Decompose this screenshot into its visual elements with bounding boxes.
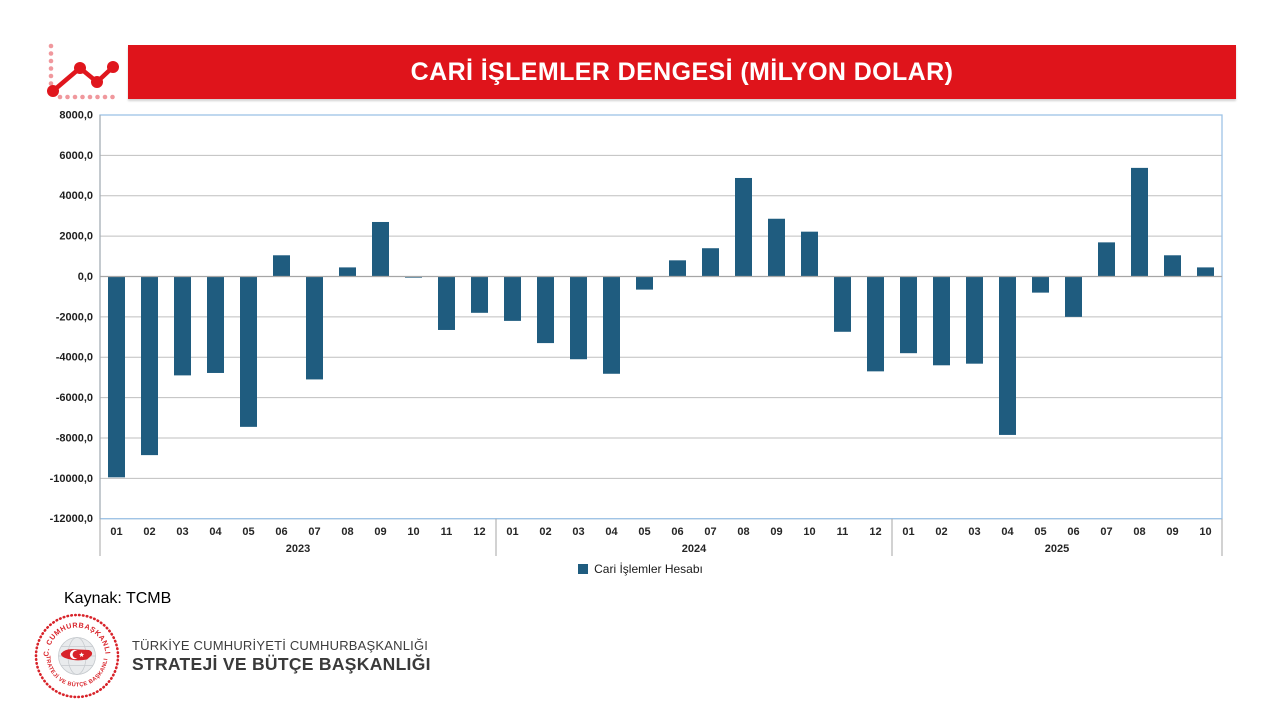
title-banner: CARİ İŞLEMLER DENGESİ (MİLYON DOLAR) [128,45,1236,99]
month-label-2025-02: 02 [935,526,947,538]
month-label-2024-07: 07 [704,526,716,538]
bar-2023-02 [141,276,158,456]
bar-2023-04 [207,276,224,373]
y-axis-label: -10000,0 [50,473,93,485]
year-label-2024: 2024 [682,543,707,555]
month-label-2023-11: 11 [441,526,453,538]
bar-chart: 8000,0 6000,0 4000,0 2000,0 0,0 -2000,0 -4000,… [0,105,1281,580]
month-label-2023-12: 12 [473,526,485,538]
month-label-2025-01: 01 [902,526,914,538]
bar-2025-04 [999,276,1016,435]
month-label-2023-03: 03 [176,526,188,538]
bar-2023-09 [372,221,389,277]
bar-2024-12 [867,276,884,372]
bar-2023-12 [471,276,488,313]
month-label-2023-09: 09 [374,526,386,538]
month-label-2023-01: 01 [110,526,122,538]
bar-2023-11 [438,276,455,330]
month-label-2025-10: 10 [1199,526,1211,538]
y-axis-label: -6000,0 [56,392,93,404]
bar-2024-09 [768,218,785,277]
month-label-2025-09: 09 [1166,526,1178,538]
legend-swatch-icon [578,564,589,574]
month-label-2024-03: 03 [572,526,584,538]
month-label-2023-07: 07 [308,526,320,538]
bar-2025-10 [1197,267,1214,277]
month-label-2024-12: 12 [869,526,881,538]
org-seal-logo: T.C. CUMHURBAŞKANLIĞI STRATEJİ VE BÜTÇE … [34,613,120,699]
year-label-2025: 2025 [1045,543,1069,555]
y-axis-label: -12000,0 [50,513,93,525]
bar-2025-09 [1164,255,1181,277]
trend-chart-icon [47,43,119,100]
bar-2024-06 [669,260,686,277]
bar-2023-01 [108,276,125,478]
bar-2025-07 [1098,242,1115,277]
year-label-2023: 2023 [286,543,310,555]
month-label-2025-03: 03 [968,526,980,538]
page-title: CARİ İŞLEMLER DENGESİ (MİLYON DOLAR) [410,57,954,86]
bar-2024-07 [702,248,719,277]
bar-2024-11 [834,276,851,332]
bar-2023-08 [339,267,356,277]
y-axis-label: 6000,0 [59,150,93,162]
bar-2024-05 [636,276,653,290]
month-label-2024-01: 01 [506,526,518,538]
bar-2025-03 [966,276,983,364]
bar-2025-05 [1032,276,1049,293]
bar-2023-03 [174,276,191,376]
month-label-2024-08: 08 [737,526,749,538]
bar-2025-01 [900,276,917,354]
month-label-2024-09: 09 [770,526,782,538]
month-label-2025-08: 08 [1133,526,1145,538]
month-label-2025-06: 06 [1067,526,1079,538]
month-label-2024-05: 05 [638,526,650,538]
month-label-2023-08: 08 [341,526,353,538]
bar-2024-02 [537,276,554,344]
month-label-2023-10: 10 [407,526,419,538]
month-label-2024-02: 02 [539,526,551,538]
y-axis-label: -4000,0 [56,352,93,364]
bar-2024-04 [603,276,620,374]
y-axis-label: 2000,0 [59,231,93,243]
month-label-2025-04: 04 [1001,526,1014,538]
chart-legend: Cari İşlemler Hesabı [0,560,1281,578]
month-label-2025-05: 05 [1034,526,1046,538]
month-label-2023-02: 02 [143,526,155,538]
y-axis-label: -8000,0 [56,432,93,444]
month-label-2024-04: 04 [605,526,618,538]
month-label-2023-05: 05 [242,526,254,538]
source-note: Kaynak: TCMB [64,590,172,607]
month-label-2023-06: 06 [275,526,287,538]
month-label-2025-07: 07 [1100,526,1112,538]
month-label-2024-06: 06 [671,526,683,538]
bar-2025-08 [1131,167,1148,277]
legend-label: Cari İşlemler Hesabı [594,562,703,576]
bar-2024-01 [504,276,521,321]
org-name-line1: TÜRKİYE CUMHURİYETİ CUMHURBAŞKANLIĞI [132,637,429,653]
bar-2025-06 [1065,276,1082,317]
org-logo-block: T.C. CUMHURBAŞKANLIĞI STRATEJİ VE BÜTÇE … [34,613,431,699]
month-label-2024-11: 11 [837,526,849,538]
org-name-line2: STRATEJİ VE BÜTÇE BAŞKANLIĞI [132,653,431,674]
y-axis-label: 0,0 [78,271,93,283]
bar-2023-06 [273,255,290,277]
bar-2025-02 [933,276,950,366]
bar-2023-05 [240,276,257,427]
month-label-2023-04: 04 [209,526,222,538]
seal-turkey-map [60,649,93,661]
y-axis-label: -2000,0 [56,311,93,323]
bar-2024-10 [801,231,818,277]
bar-2023-07 [306,276,323,380]
y-axis-label: 4000,0 [59,190,93,202]
bar-2024-03 [570,276,587,360]
y-axis-label: 8000,0 [59,110,93,122]
month-label-2024-10: 10 [803,526,815,538]
bar-2024-08 [735,177,752,277]
